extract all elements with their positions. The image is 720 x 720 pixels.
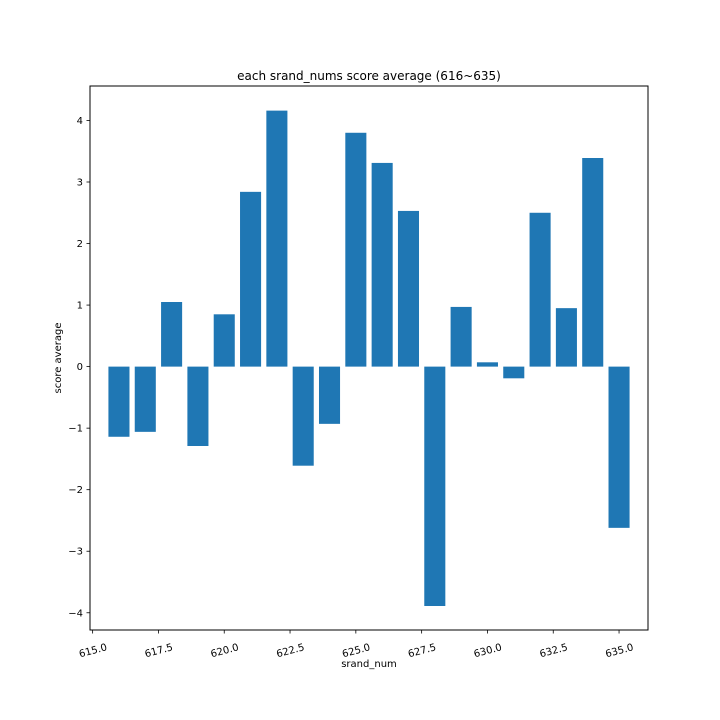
bar-623 — [292, 366, 314, 466]
y-tick-label: −2 — [68, 485, 83, 496]
bar-619 — [187, 366, 209, 446]
x-axis-label: srand_num — [341, 659, 397, 670]
bar-633 — [555, 308, 577, 367]
y-tick-label: 4 — [77, 116, 83, 127]
bar-632 — [529, 212, 551, 367]
y-tick-label: 3 — [77, 178, 83, 189]
y-tick-label: 0 — [77, 362, 83, 373]
bar-628 — [424, 366, 446, 606]
bar-624 — [318, 366, 341, 424]
bar-630 — [476, 362, 498, 367]
chart-title: each srand_nums score average (616~635) — [237, 69, 501, 83]
bar-631 — [503, 366, 525, 379]
bar-621 — [240, 191, 262, 367]
bar-627 — [397, 210, 420, 367]
bar-635 — [608, 366, 630, 528]
bar-625 — [345, 132, 367, 367]
y-tick-label: 1 — [77, 301, 83, 312]
bar-618 — [161, 302, 183, 367]
y-tick-label: 2 — [77, 239, 83, 250]
y-axis-label: score average — [53, 323, 64, 394]
bar-616 — [108, 366, 130, 437]
bars-group — [108, 110, 630, 606]
plot-frame — [89, 85, 649, 631]
y-tick-label: −1 — [68, 424, 83, 435]
bar-620 — [213, 314, 235, 367]
y-tick-label: −4 — [68, 608, 83, 619]
bar-634 — [582, 158, 604, 367]
bar-629 — [450, 306, 472, 367]
bar-622 — [266, 110, 288, 367]
y-axis-ticks: −4 −3 −2 −1 0 1 2 3 4 — [68, 116, 90, 619]
y-tick-label: −3 — [68, 547, 83, 558]
bar-617 — [134, 366, 156, 432]
bar-626 — [371, 162, 393, 367]
